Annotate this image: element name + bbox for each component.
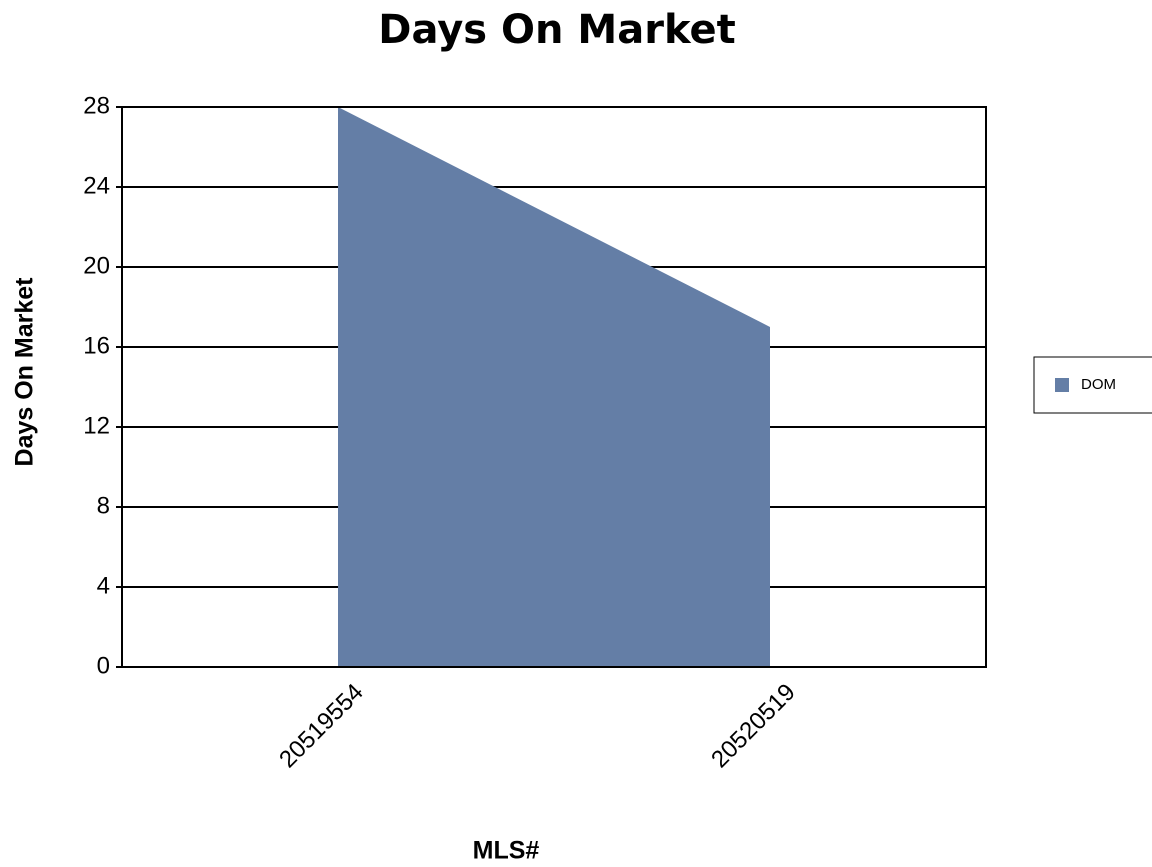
y-tick-label: 24	[83, 172, 110, 199]
y-tick-label: 16	[83, 332, 110, 359]
x-tick-label: 20520519	[706, 679, 801, 774]
x-tick-label: 20519554	[274, 679, 369, 774]
chart-title: Days On Market	[378, 7, 735, 53]
plot-frame	[121, 106, 987, 668]
area	[338, 107, 770, 667]
legend-label: DOM	[1081, 376, 1116, 393]
y-tick-label: 0	[97, 652, 110, 679]
y-tick-label: 28	[83, 92, 110, 119]
y-axis-label: Days On Market	[11, 277, 39, 467]
x-axis-label: MLS#	[473, 837, 540, 865]
y-tick-label: 12	[83, 412, 110, 439]
legend-box	[1033, 356, 1152, 414]
y-tick-label: 4	[97, 572, 110, 599]
y-tick-label: 20	[83, 252, 110, 279]
legend-swatch	[1055, 378, 1069, 392]
y-tick-label: 8	[97, 492, 110, 519]
